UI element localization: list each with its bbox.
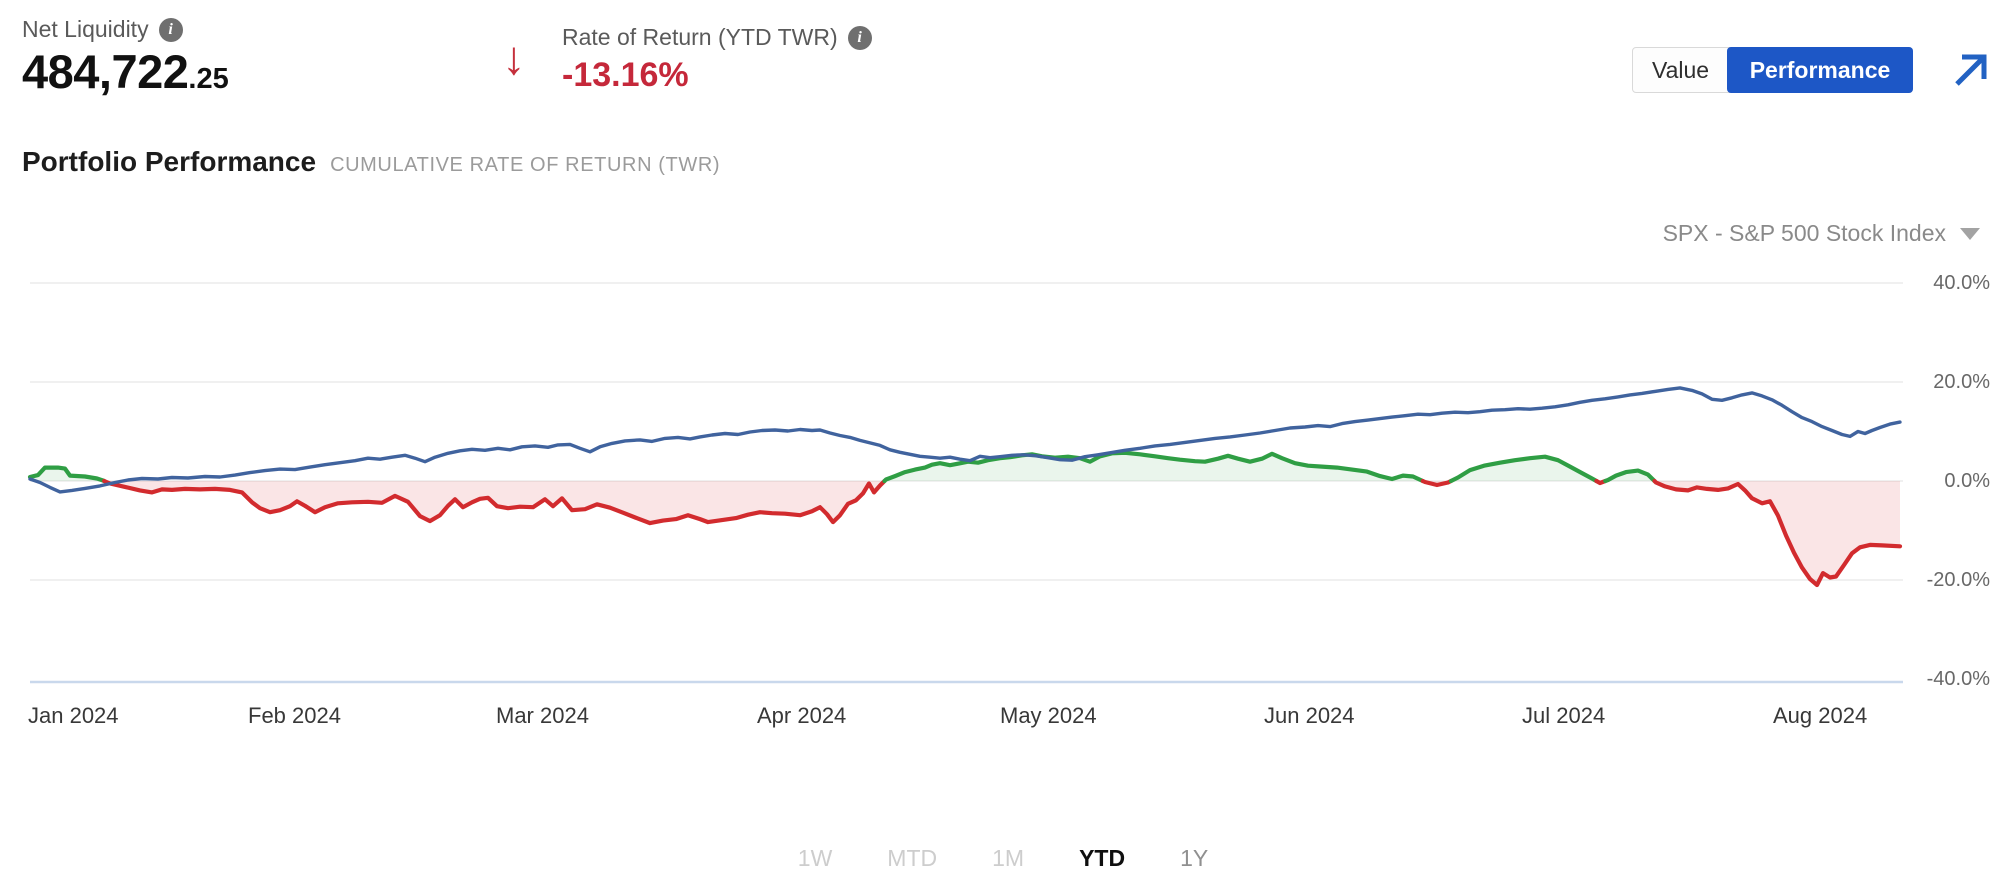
value-performance-toggle: Value Performance xyxy=(1632,47,1913,93)
time-range-1w[interactable]: 1W xyxy=(797,845,833,871)
x-axis-tick-label: Feb 2024 xyxy=(248,703,341,728)
y-axis-tick-label: -20.0% xyxy=(1926,569,1990,591)
x-axis-tick-label: Mar 2024 xyxy=(496,703,589,728)
rate-of-return-label: Rate of Return (YTD TWR) xyxy=(562,24,838,50)
info-icon[interactable]: i xyxy=(158,17,183,42)
portfolio-line-positive xyxy=(882,450,1425,484)
performance-tab[interactable]: Performance xyxy=(1727,47,1913,93)
time-range-1y[interactable]: 1Y xyxy=(1180,845,1209,871)
y-axis-tick-label: 0.0% xyxy=(1944,470,1990,492)
chevron-down-icon xyxy=(1960,227,1980,240)
benchmark-selector[interactable]: SPX - S&P 500 Stock Index xyxy=(1663,220,1980,247)
arrow-down-icon: ↓ xyxy=(502,31,526,84)
x-axis-tick-label: May 2024 xyxy=(1000,703,1097,728)
time-range-mtd[interactable]: MTD xyxy=(887,845,938,871)
x-axis-tick-label: Jun 2024 xyxy=(1264,703,1355,728)
portfolio-line-positive xyxy=(27,465,107,484)
portfolio-positive-area xyxy=(884,452,1423,481)
net-liquidity-amount: 484,722 xyxy=(22,45,189,98)
section-title: Portfolio Performance CUMULATIVE RATE OF… xyxy=(22,146,720,178)
expand-arrow-icon[interactable] xyxy=(1948,48,1992,92)
portfolio-line-negative xyxy=(1652,478,1903,588)
portfolio-line-positive xyxy=(1603,468,1657,484)
time-range-selector: 1W MTD 1M YTD 1Y xyxy=(0,845,2006,872)
y-axis-tick-label: -40.0% xyxy=(1926,668,1990,690)
time-range-ytd[interactable]: YTD xyxy=(1079,845,1126,871)
x-axis-tick-label: Jan 2024 xyxy=(28,703,119,728)
net-liquidity-header: Net Liquidity i xyxy=(22,16,183,43)
net-liquidity-amount-decimal: .25 xyxy=(188,63,229,95)
x-axis-tick-label: Jul 2024 xyxy=(1522,703,1606,728)
portfolio-line-negative xyxy=(1420,478,1454,488)
rate-of-return-value: -13.16% xyxy=(562,56,689,94)
page-title: Portfolio Performance xyxy=(22,146,317,177)
portfolio-line-positive xyxy=(1448,454,1599,484)
net-liquidity-label: Net Liquidity xyxy=(22,16,149,42)
x-axis-tick-label: Aug 2024 xyxy=(1773,703,1868,728)
value-tab[interactable]: Value xyxy=(1651,56,1710,83)
x-axis-tick-label: Apr 2024 xyxy=(757,703,847,728)
portfolio-negative-area xyxy=(1654,481,1900,585)
y-axis-tick-label: 40.0% xyxy=(1933,272,1990,294)
benchmark-line xyxy=(28,386,1902,494)
portfolio-line-negative xyxy=(102,478,887,526)
time-range-1m[interactable]: 1M xyxy=(992,845,1025,871)
page-subtitle: CUMULATIVE RATE OF RETURN (TWR) xyxy=(330,154,721,176)
info-icon[interactable]: i xyxy=(847,25,872,50)
y-axis-tick-label: 20.0% xyxy=(1933,371,1990,393)
benchmark-selector-label: SPX - S&P 500 Stock Index xyxy=(1662,220,1946,246)
performance-chart[interactable] xyxy=(0,240,2006,695)
rate-of-return-header: Rate of Return (YTD TWR) i xyxy=(562,24,872,51)
net-liquidity-value: 484,722 .25 xyxy=(22,44,229,99)
